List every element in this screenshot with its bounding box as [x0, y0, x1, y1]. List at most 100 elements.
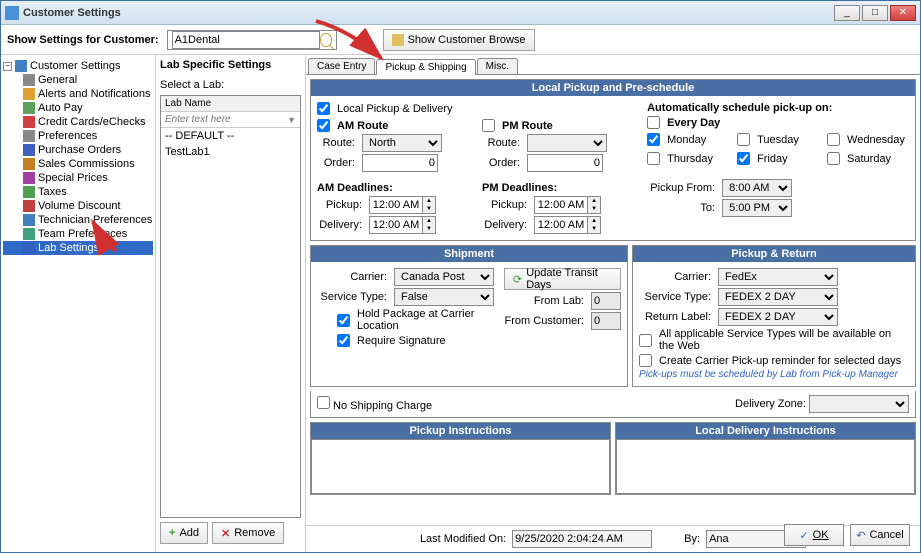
customer-input[interactable]	[172, 31, 320, 49]
service-select[interactable]: False	[394, 288, 494, 306]
tree-root[interactable]: − Customer Settings	[3, 59, 153, 73]
lab-list[interactable]: Lab Name ▼ -- DEFAULT --TestLab1	[160, 95, 301, 518]
search-icon[interactable]	[320, 33, 332, 47]
am-order-input[interactable]	[362, 154, 438, 172]
filter-icon[interactable]: ▼	[285, 115, 298, 125]
settings-tree[interactable]: − Customer Settings GeneralAlerts and No…	[1, 55, 156, 552]
lab-header: Lab Specific Settings	[160, 59, 301, 71]
tree-item-alerts-and-notifications[interactable]: Alerts and Notifications	[3, 87, 153, 101]
tree-item-general[interactable]: General	[3, 73, 153, 87]
tree-item-purchase-orders[interactable]: Purchase Orders	[3, 143, 153, 157]
day-friday-checkbox[interactable]	[737, 152, 750, 165]
reminder-checkbox[interactable]	[639, 354, 652, 367]
pickup-instr-text[interactable]	[311, 439, 610, 494]
remove-lab-button[interactable]: ✕Remove	[212, 522, 284, 544]
pr-return-select[interactable]: FEDEX 2 DAY	[718, 308, 838, 326]
modified-on	[512, 530, 652, 548]
pr-carrier-select[interactable]: FedEx	[718, 268, 838, 286]
am-delivery-spinner[interactable]: ▲▼	[369, 216, 436, 234]
delivery-instr-text[interactable]	[616, 439, 915, 494]
maximize-button[interactable]: □	[862, 5, 888, 21]
pickup-instructions: Pickup Instructions	[310, 422, 611, 495]
tree-item-volume-discount[interactable]: Volume Discount	[3, 199, 153, 213]
carrier-select[interactable]: Canada Post	[394, 268, 494, 286]
add-icon: +	[169, 527, 175, 539]
tree-item-icon	[23, 130, 35, 142]
am-pickup-spinner[interactable]: ▲▼	[369, 196, 436, 214]
check-icon: ✓	[799, 529, 808, 542]
day-wednesday-checkbox[interactable]	[827, 133, 840, 146]
lab-item[interactable]: -- DEFAULT --	[161, 128, 300, 144]
tree-item-icon	[23, 158, 35, 170]
collapse-icon[interactable]: −	[3, 62, 12, 71]
day-thursday-checkbox[interactable]	[647, 152, 660, 165]
tree-item-icon	[23, 116, 35, 128]
tabs: Case EntryPickup & ShippingMisc.	[306, 55, 920, 75]
cancel-button[interactable]: ↶Cancel	[850, 524, 910, 546]
customer-search[interactable]	[167, 30, 337, 50]
tree-item-icon	[23, 144, 35, 156]
tree-item-team-preferences[interactable]: Team Preferences	[3, 227, 153, 241]
tree-item-auto-pay[interactable]: Auto Pay	[3, 101, 153, 115]
tree-item-icon	[23, 102, 35, 114]
sig-checkbox[interactable]	[337, 334, 350, 347]
tree-item-icon	[23, 214, 35, 226]
tree-item-icon	[23, 200, 35, 212]
from-lab-input	[591, 292, 621, 310]
lab-filter-input[interactable]	[163, 113, 285, 126]
app-icon	[5, 6, 19, 20]
tree-item-taxes[interactable]: Taxes	[3, 185, 153, 199]
pr-service-select[interactable]: FEDEX 2 DAY	[718, 288, 838, 306]
pm-route-select[interactable]	[527, 134, 607, 152]
tree-item-special-prices[interactable]: Special Prices	[3, 171, 153, 185]
section-header: Local Pickup and Pre-schedule	[311, 80, 915, 96]
titlebar: Customer Settings _ □ ✕	[1, 1, 920, 25]
ok-button[interactable]: ✓OK	[784, 524, 844, 546]
main-panel: Case EntryPickup & ShippingMisc. Local P…	[306, 55, 920, 552]
lab-col-header: Lab Name	[161, 96, 300, 112]
tree-item-lab-settings[interactable]: Lab Settings	[3, 241, 153, 255]
am-route-checkbox[interactable]	[317, 119, 330, 132]
tab-case-entry[interactable]: Case Entry	[308, 58, 375, 74]
tree-item-technician-preferences[interactable]: Technician Preferences	[3, 213, 153, 227]
pm-route-checkbox[interactable]	[482, 119, 495, 132]
shipment-section: Shipment Carrier:Canada Post Service Typ…	[310, 245, 628, 387]
hold-checkbox[interactable]	[337, 314, 350, 327]
show-browse-button[interactable]: Show Customer Browse	[383, 29, 535, 51]
from-cust-input	[591, 312, 621, 330]
tree-item-sales-commissions[interactable]: Sales Commissions	[3, 157, 153, 171]
web-checkbox[interactable]	[639, 334, 652, 347]
day-tuesday-checkbox[interactable]	[737, 133, 750, 146]
undo-icon: ↶	[856, 529, 865, 542]
tree-item-icon	[23, 88, 35, 100]
shipping-options: No Shipping Charge Delivery Zone:	[310, 391, 916, 418]
pm-order-input[interactable]	[527, 154, 603, 172]
minimize-button[interactable]: _	[834, 5, 860, 21]
am-route-select[interactable]: North	[362, 134, 442, 152]
zone-select[interactable]	[809, 395, 909, 413]
day-monday-checkbox[interactable]	[647, 133, 660, 146]
close-button[interactable]: ✕	[890, 5, 916, 21]
tree-item-credit-cards-echecks[interactable]: Credit Cards/eChecks	[3, 115, 153, 129]
lab-item[interactable]: TestLab1	[161, 144, 300, 160]
day-saturday-checkbox[interactable]	[827, 152, 840, 165]
add-lab-button[interactable]: +Add	[160, 522, 208, 544]
no-charge-checkbox[interactable]	[317, 396, 330, 409]
tree-item-icon	[23, 242, 35, 254]
lab-panel: Lab Specific Settings Select a Lab: Lab …	[156, 55, 306, 552]
local-pickup-checkbox[interactable]	[317, 102, 330, 115]
window-title: Customer Settings	[23, 7, 834, 19]
pickup-to-select[interactable]: 5:00 PM	[722, 199, 792, 217]
tab-pickup-shipping[interactable]: Pickup & Shipping	[376, 59, 475, 75]
pm-pickup-spinner[interactable]: ▲▼	[534, 196, 601, 214]
browse-icon	[392, 34, 404, 46]
pickup-from-select[interactable]: 8:00 AM	[722, 179, 792, 197]
every-day-checkbox[interactable]	[647, 116, 660, 129]
show-settings-label: Show Settings for Customer:	[7, 34, 159, 46]
tree-item-preferences[interactable]: Preferences	[3, 129, 153, 143]
select-lab-label: Select a Lab:	[160, 79, 301, 91]
tree-item-icon	[23, 228, 35, 240]
tab-misc-[interactable]: Misc.	[477, 58, 518, 74]
pm-delivery-spinner[interactable]: ▲▼	[534, 216, 601, 234]
update-transit-button[interactable]: ⟳Update Transit Days	[504, 268, 621, 290]
